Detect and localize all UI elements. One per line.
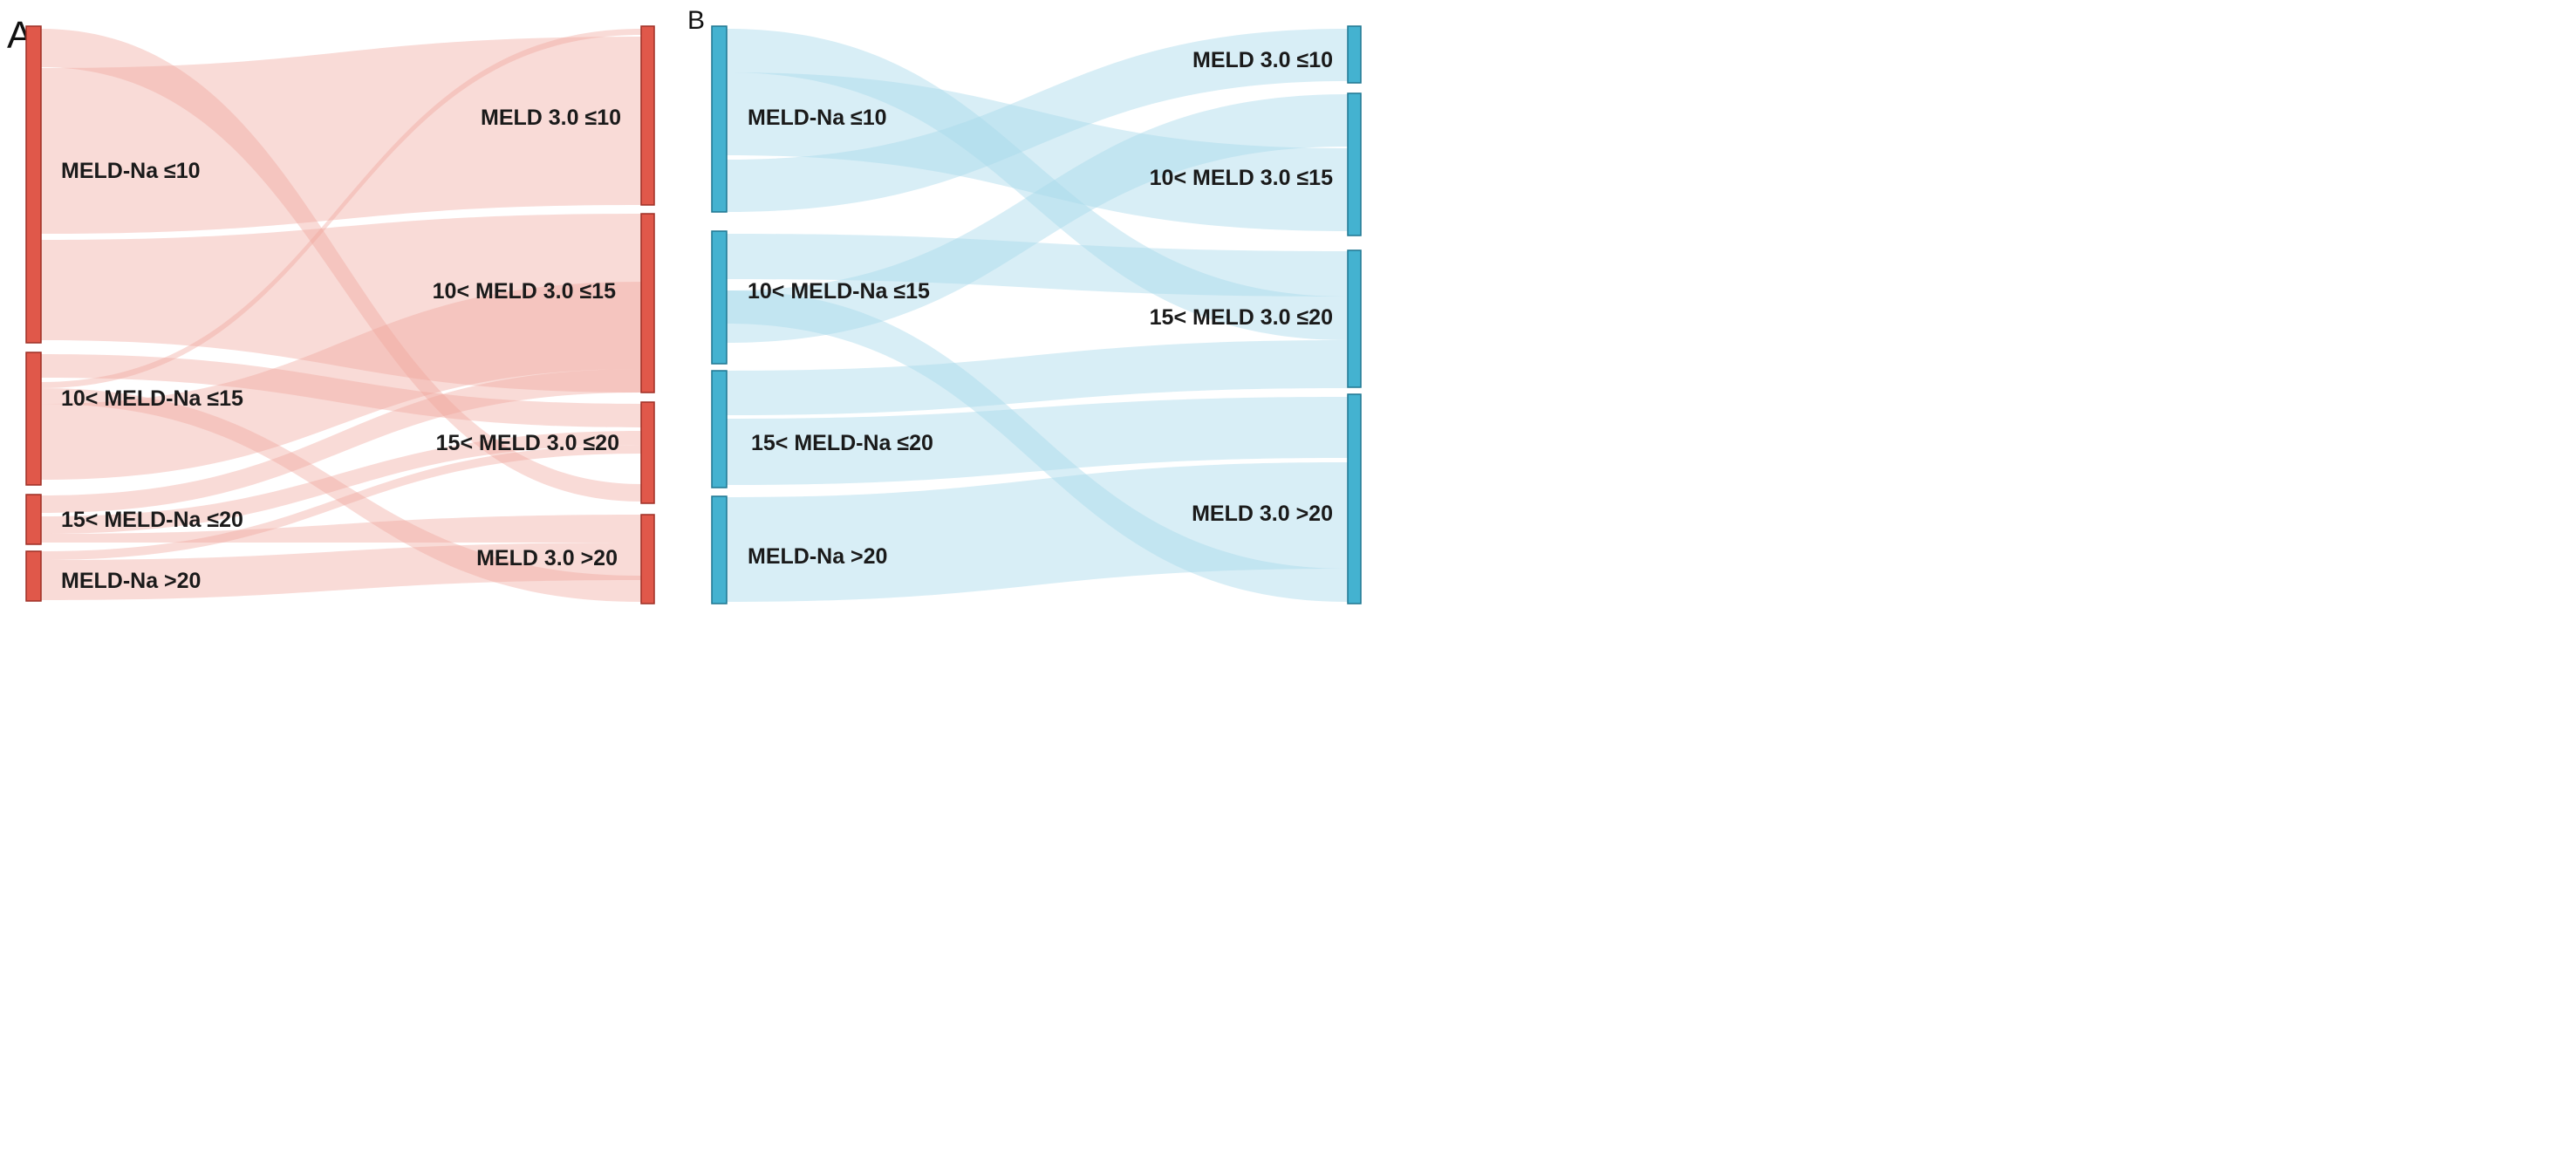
node-a-meld-na-15-20 [25,494,42,545]
node-a-meld-na-10-15 [25,352,42,486]
label-a-meld30-10-15: 10< MELD 3.0 ≤15 [433,279,616,304]
link-a-na20-to-30gt20 [41,515,641,543]
link-a-na10-to-30le10 [41,37,641,234]
link-b-na10-to-30le20 [727,29,1348,340]
link-b-na20-to-30le20 [727,340,1348,415]
label-b-meld30-gt20: MELD 3.0 >20 [1192,502,1333,526]
node-b-meld30-le10 [1347,25,1362,84]
node-b-meld-na-gt20 [711,495,728,604]
panel-b: B MELD-Na ≤10 10< MELD-Na ≤15 15< M [687,6,1362,604]
link-a-na15-to-30le15 [41,282,641,480]
link-b-nagt20-to-30gt20 [727,462,1348,602]
node-b-meld-na-15-20 [711,370,728,488]
link-a-na15-to-30le10 [41,29,641,388]
label-b-meld-na-10-15: 10< MELD-Na ≤15 [748,279,930,304]
link-b-na20-to-30gt20 [727,397,1348,485]
link-a-nagt20-to-30gt20 [41,543,641,600]
node-a-meld30-15-20 [640,401,655,504]
panel-b-nodes [711,25,1362,604]
label-b-meld30-le10: MELD 3.0 ≤10 [1192,48,1333,72]
node-b-meld30-15-20 [1347,249,1362,388]
link-a-na10-to-30le20 [41,29,641,502]
link-a-na15-to-30le20 [41,354,641,427]
node-a-meld-na-gt20 [25,550,42,602]
link-a-na15-to-30gt20 [41,388,641,602]
node-b-meld30-gt20 [1347,393,1362,604]
link-b-na10-to-30le15 [727,72,1348,231]
node-b-meld-na-10-15 [711,230,728,365]
link-b-na10-to-30le10 [727,29,1348,212]
label-a-meld-na-15-20: 15< MELD-Na ≤20 [61,508,243,532]
label-a-meld-na-le10: MELD-Na ≤10 [61,159,201,183]
panel-a-labels: MELD-Na ≤10 10< MELD-Na ≤15 15< MELD-Na … [61,106,621,593]
panel-b-letter: B [687,6,705,35]
label-b-meld30-10-15: 10< MELD 3.0 ≤15 [1150,166,1333,190]
link-a-na10-to-30le15 [41,214,641,393]
node-b-meld30-10-15 [1347,92,1362,236]
label-a-meld30-le10: MELD 3.0 ≤10 [481,106,621,130]
link-a-na20-to-30le15 [41,369,641,513]
label-b-meld-na-15-20: 15< MELD-Na ≤20 [751,431,933,455]
label-b-meld30-15-20: 15< MELD 3.0 ≤20 [1150,305,1333,330]
link-b-na15-to-30gt20 [727,290,1348,602]
link-a-nagt20-to-30le20 [41,445,641,560]
link-b-na15-to-30le20 [727,234,1348,297]
link-b-na15-to-30le15 [727,94,1348,343]
node-a-meld-na-le10 [25,25,42,344]
link-a-na20-to-30le20 [41,431,641,534]
panel-a: A MELD-Na ≤10 10< ME [7,14,655,604]
label-a-meld30-gt20: MELD 3.0 >20 [476,546,618,570]
panel-b-labels: MELD-Na ≤10 10< MELD-Na ≤15 15< MELD-Na … [748,48,1333,569]
panel-a-nodes [25,25,655,604]
node-a-meld30-le10 [640,25,655,206]
label-a-meld-na-10-15: 10< MELD-Na ≤15 [61,386,243,411]
panel-b-links [727,29,1348,602]
node-b-meld-na-le10 [711,25,728,213]
panel-a-links [41,29,641,602]
label-b-meld-na-le10: MELD-Na ≤10 [748,106,887,130]
node-a-meld30-10-15 [640,213,655,393]
label-a-meld-na-gt20: MELD-Na >20 [61,569,201,593]
node-a-meld30-gt20 [640,514,655,604]
label-a-meld30-15-20: 15< MELD 3.0 ≤20 [436,431,619,455]
label-b-meld-na-gt20: MELD-Na >20 [748,544,887,569]
